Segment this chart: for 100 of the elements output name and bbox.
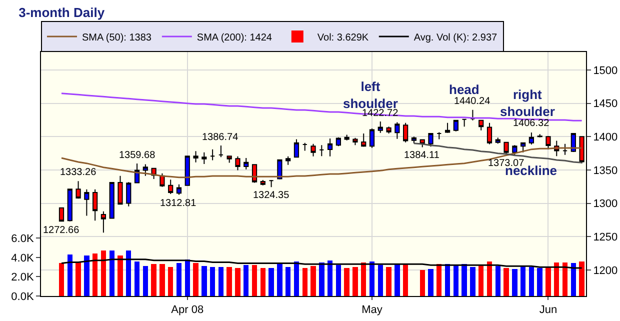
candlestick	[428, 132, 434, 148]
bar	[126, 250, 132, 296]
bar	[352, 267, 358, 296]
bar	[462, 264, 467, 296]
candlestick	[378, 121, 383, 134]
candlestick	[76, 180, 81, 200]
candlestick	[286, 156, 291, 166]
bar	[512, 269, 518, 296]
line-series	[60, 258, 583, 269]
bar	[470, 267, 476, 296]
candlestick	[444, 122, 450, 134]
text: 1333.26	[60, 167, 96, 178]
y-tick-label: 1300	[593, 198, 618, 210]
legend-label: Vol: 3.629K	[317, 32, 369, 44]
candlestick	[495, 137, 500, 144]
y-tick-label: 1350	[593, 164, 618, 177]
candlestick	[142, 164, 148, 176]
candlestick	[294, 138, 300, 158]
x-tick-label: Apr 08	[171, 304, 204, 316]
candlestick	[462, 118, 467, 128]
bar	[109, 250, 114, 296]
y-tick-label: 1200	[593, 264, 618, 277]
bar	[327, 260, 333, 296]
candlestick	[453, 120, 458, 132]
bar	[142, 266, 148, 296]
candlestick	[100, 210, 106, 234]
y2-tick-label: 4.0K	[11, 252, 34, 264]
candlestick	[512, 144, 518, 156]
candlestick	[319, 144, 324, 157]
candlestick	[218, 145, 224, 158]
legend-label: SMA (200): 1424	[196, 32, 272, 44]
legend-label: Avg. Vol (K): 2.937	[414, 32, 498, 44]
candlestick	[160, 172, 165, 188]
bar	[202, 266, 207, 296]
bar	[285, 267, 291, 296]
bar	[193, 263, 198, 296]
bar	[67, 254, 72, 296]
bar	[151, 264, 156, 296]
candlestick	[336, 136, 341, 147]
candlestick	[310, 143, 316, 157]
bar	[402, 264, 408, 296]
candlestick	[193, 150, 198, 163]
text: 1386.74	[202, 132, 238, 143]
bar	[226, 267, 232, 296]
candlestick	[126, 182, 132, 207]
bar	[92, 254, 98, 296]
bar	[570, 263, 576, 296]
bar	[344, 268, 350, 296]
bar	[495, 266, 500, 296]
bar	[310, 266, 316, 296]
candlestick	[58, 206, 64, 222]
text: 1359.68	[119, 150, 156, 161]
candlestick	[528, 132, 534, 146]
annotation: head	[449, 82, 480, 97]
annotation: right shoulder	[500, 87, 555, 119]
candlestick	[210, 148, 216, 161]
y-tick-label: 1500	[593, 64, 618, 77]
candlestick	[411, 136, 417, 144]
bar	[444, 264, 450, 296]
candlestick	[570, 133, 576, 152]
text: 1406.32	[513, 118, 550, 129]
text: 1324.35	[253, 190, 290, 201]
bar	[218, 267, 224, 296]
candlestick	[260, 180, 266, 186]
bar	[546, 267, 551, 296]
x-tick-label: Jun	[539, 304, 558, 316]
bar	[268, 268, 274, 296]
bar	[235, 268, 240, 296]
bar	[244, 265, 249, 296]
bar	[378, 265, 383, 296]
bar	[252, 265, 258, 296]
candlestick	[394, 122, 400, 140]
candlestick	[109, 182, 114, 220]
bar	[386, 267, 392, 296]
bar	[361, 262, 366, 296]
bar	[134, 261, 140, 296]
y-tick-label: 1250	[593, 232, 618, 244]
candlestick	[268, 180, 274, 188]
candlestick	[184, 156, 190, 186]
text: 1272.66	[43, 225, 80, 236]
candlestick	[277, 159, 282, 180]
candlestick	[436, 132, 442, 140]
legend-label: SMA (50): 1383	[82, 32, 152, 44]
candlestick	[252, 164, 258, 184]
candlestick	[478, 120, 484, 131]
bar	[369, 261, 375, 296]
bar	[277, 263, 282, 296]
y2-tick-label: 0.0K	[11, 290, 34, 303]
candlestick	[546, 136, 551, 150]
bar	[76, 262, 81, 296]
bar	[579, 261, 584, 296]
candlestick	[327, 138, 333, 157]
candlestick	[226, 156, 232, 164]
bar	[520, 266, 526, 296]
bar	[428, 269, 434, 296]
candlestick	[168, 179, 174, 194]
bar	[176, 263, 182, 296]
candlestick	[67, 188, 72, 222]
text: 1312.81	[160, 198, 196, 209]
chart-title: 3-month Daily	[18, 5, 106, 20]
